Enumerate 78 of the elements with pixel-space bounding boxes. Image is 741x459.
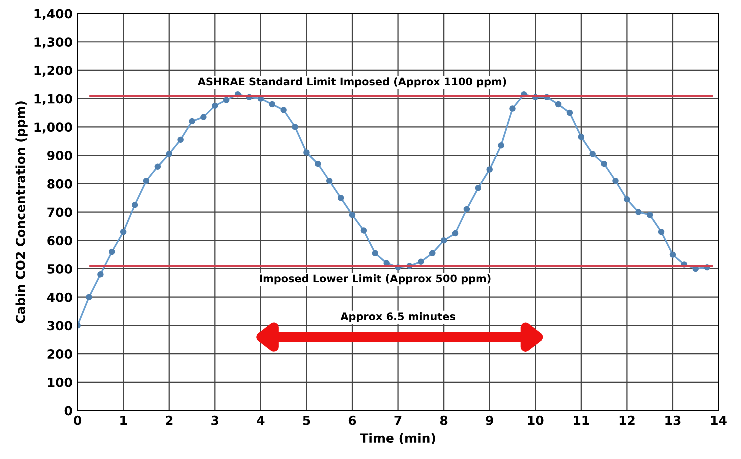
point xyxy=(590,151,596,158)
point xyxy=(658,229,665,236)
point xyxy=(510,106,516,112)
x-tick-label: 12 xyxy=(620,416,635,426)
point xyxy=(154,164,162,170)
point xyxy=(326,178,333,184)
y-tick-label: 600 xyxy=(48,236,72,246)
y-tick-label: 700 xyxy=(48,208,72,218)
x-tick-label: 4 xyxy=(257,416,265,426)
y-tick-label: 900 xyxy=(48,151,72,160)
y-tick-label: 1,400 xyxy=(34,9,72,20)
point xyxy=(166,151,172,158)
y-tick-label: 200 xyxy=(48,350,72,360)
x-tick-label: 11 xyxy=(574,416,590,426)
point xyxy=(292,124,298,130)
y-tick-label: 1,000 xyxy=(34,122,72,134)
point xyxy=(440,238,448,244)
x-tick-label: 6 xyxy=(348,416,356,426)
point xyxy=(670,252,676,258)
point xyxy=(269,101,276,108)
x-tick-label: 8 xyxy=(440,416,448,426)
point xyxy=(566,110,574,116)
point xyxy=(601,160,608,168)
point xyxy=(132,202,138,208)
x-tick-label: 0 xyxy=(74,416,82,426)
y-axis-title: Cabin CO2 Concentration (ppm) xyxy=(16,102,28,324)
point xyxy=(624,196,630,203)
x-tick-label: 3 xyxy=(212,416,219,426)
x-tick-label: 1 xyxy=(120,416,128,426)
point xyxy=(98,272,104,278)
point xyxy=(430,250,436,257)
point xyxy=(372,250,379,257)
point xyxy=(555,101,562,108)
point xyxy=(189,118,196,125)
point xyxy=(304,150,310,156)
x-tick-label: 5 xyxy=(303,416,310,426)
y-tick-label: 500 xyxy=(48,264,72,274)
point xyxy=(315,160,322,168)
point xyxy=(223,97,230,104)
point xyxy=(418,258,424,266)
y-tick-label: 0 xyxy=(64,406,72,416)
point xyxy=(120,229,127,236)
point xyxy=(200,114,207,120)
point xyxy=(360,228,368,234)
annotation: Approx 6.5 minutes xyxy=(340,312,456,323)
y-tick-label: 1,300 xyxy=(34,38,72,49)
point xyxy=(612,178,619,184)
y-tick-label: 1,100 xyxy=(34,94,72,106)
point xyxy=(178,136,184,144)
x-tick-label: 2 xyxy=(166,416,173,426)
ref-line-label: Imposed Lower Limit (Approx 500 ppm) xyxy=(260,274,491,285)
x-axis-title: Time (min) xyxy=(360,433,436,444)
point xyxy=(143,178,150,184)
point xyxy=(578,134,585,140)
y-tick-label: 800 xyxy=(48,179,72,189)
x-tick-label: 7 xyxy=(394,416,402,426)
point xyxy=(475,185,482,192)
x-tick-label: 13 xyxy=(666,416,681,426)
point xyxy=(109,248,116,256)
point xyxy=(452,230,459,237)
point xyxy=(349,212,356,218)
y-tick-label: 1,200 xyxy=(34,66,72,78)
point xyxy=(212,102,218,110)
point xyxy=(486,166,493,173)
point xyxy=(498,142,504,149)
ref-line-label: ASHRAE Standard Limit Imposed (Approx 1100 ppm) xyxy=(198,78,506,88)
y-tick-label: 300 xyxy=(48,321,72,331)
point xyxy=(338,194,344,202)
point xyxy=(646,212,654,218)
point xyxy=(464,206,470,213)
x-tick-label: 14 xyxy=(711,416,727,426)
point xyxy=(280,107,287,114)
point xyxy=(86,294,92,300)
x-tick-label: 9 xyxy=(486,416,494,426)
y-tick-label: 100 xyxy=(48,378,72,388)
point xyxy=(636,209,642,216)
y-tick-label: 400 xyxy=(47,292,72,302)
x-tick-label: 10 xyxy=(528,416,544,426)
